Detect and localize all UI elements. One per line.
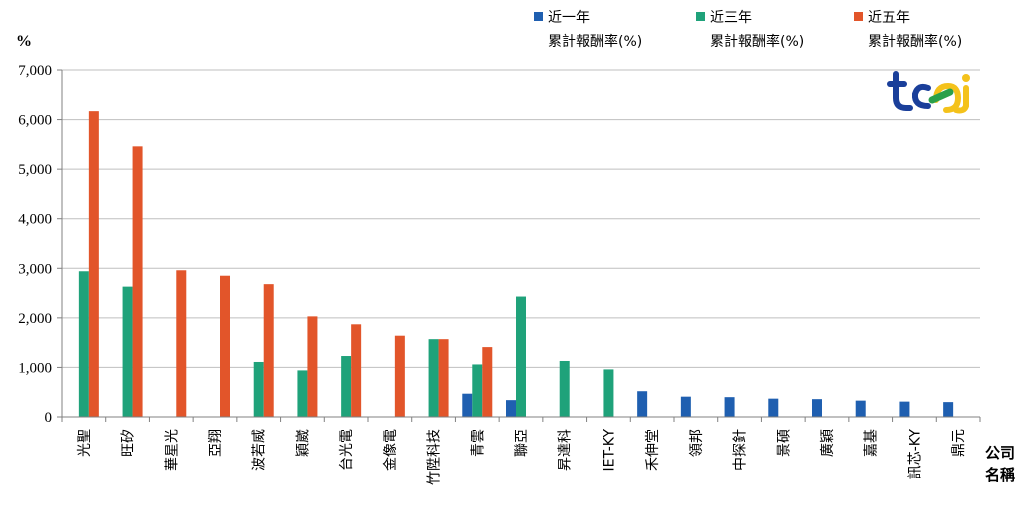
x-tick-label: 台光電: [339, 429, 355, 471]
y-tick-label: 4,000: [18, 212, 52, 228]
legend-label: 近一年: [548, 10, 590, 26]
bar-3y: [559, 360, 570, 417]
x-tick-label: IET-KY: [601, 429, 617, 472]
tcei-logo: [887, 71, 970, 114]
legend-label-sub: 累計報酬率(%): [868, 33, 962, 50]
y-axis-unit-label: %: [16, 33, 32, 50]
y-tick-label: 5,000: [18, 162, 52, 178]
x-tick-label: 領邦: [688, 429, 705, 457]
x-axis-title-line1: 公司: [985, 444, 1015, 462]
x-tick-label: 波若威: [252, 429, 268, 471]
bar-5y: [482, 347, 493, 417]
x-tick-label: 嘉基: [863, 429, 880, 457]
x-tick-label: 亞翔: [208, 429, 224, 457]
bar-5y: [132, 146, 143, 417]
bar-3y: [122, 286, 133, 417]
bar-3y: [472, 364, 483, 417]
bar-3y: [253, 361, 264, 417]
y-tick-label: 1,000: [18, 360, 52, 376]
bar-1y: [943, 402, 954, 417]
bar-3y: [341, 356, 352, 417]
bar-3y: [428, 339, 439, 417]
x-tick-label: 中探針: [733, 429, 749, 471]
bar-5y: [176, 270, 187, 417]
y-tick-label: 2,000: [18, 311, 52, 327]
legend-swatch: [854, 12, 863, 21]
bar-1y: [899, 401, 910, 417]
x-tick-label: 廣穎: [819, 429, 836, 457]
legend-label: 近三年: [710, 10, 752, 26]
x-tick-label: 青雲: [470, 429, 486, 457]
bar-3y: [603, 369, 614, 417]
bar-1y: [506, 400, 516, 417]
y-tick-label: 3,000: [18, 261, 52, 277]
bar-3y: [297, 370, 308, 417]
bar-5y: [438, 339, 449, 417]
bar-5y: [351, 324, 362, 417]
x-tick-label: 華星光: [164, 429, 180, 471]
y-axis: 0 1,000 2,000 3,000 4,000 5,000 6,000 7,000: [18, 63, 63, 426]
bar-1y: [724, 397, 735, 417]
x-tick-label: 金像電: [383, 429, 399, 471]
x-tick-label: 禾伸堂: [645, 429, 661, 471]
bar-1y: [855, 400, 866, 417]
x-tick-label: 聯亞: [514, 429, 530, 457]
legend-label: 近五年: [868, 10, 910, 26]
bar-3y: [78, 271, 89, 417]
bar-3y: [516, 296, 526, 417]
legend-label-sub: 累計報酬率(%): [710, 33, 804, 50]
x-tick-label: 光聖: [77, 429, 93, 457]
y-tick-label: 6,000: [18, 113, 52, 129]
bars: [78, 111, 954, 417]
x-tick-label: 昇達科: [558, 429, 574, 471]
bar-5y: [394, 335, 405, 417]
x-tick-label: 旺矽: [121, 429, 137, 457]
bar-1y: [812, 399, 822, 417]
bar-5y: [307, 316, 318, 417]
bar-1y: [637, 391, 648, 417]
bar-1y: [680, 396, 691, 417]
x-axis: 光聖 旺矽 華星光 亞翔 波若威 穎崴 台光電 金像電 竹陞科技 青雲 聯亞 昇達科 IET-KY 禾伸堂…: [61, 416, 981, 485]
x-tick-label: 訊芯-KY: [907, 429, 923, 480]
bar-1y: [462, 393, 473, 417]
y-tick-label: 7,000: [18, 63, 52, 79]
bar-1y: [768, 398, 779, 417]
x-tick-label: 竹陞科技: [427, 429, 443, 485]
x-tick-label: 穎崴: [295, 429, 311, 457]
bar-5y: [88, 111, 99, 417]
y-tick-label: 0: [45, 410, 53, 426]
x-tick-label: 景碩: [776, 429, 792, 457]
x-tick-label: 鼎元: [951, 429, 967, 457]
legend-label-sub: 累計報酬率(%): [548, 33, 642, 50]
bar-5y: [263, 284, 274, 417]
x-axis-title-line2: 名稱: [985, 466, 1015, 484]
legend-swatch: [696, 12, 705, 21]
legend-swatch: [534, 12, 543, 21]
bar-5y: [220, 275, 230, 417]
